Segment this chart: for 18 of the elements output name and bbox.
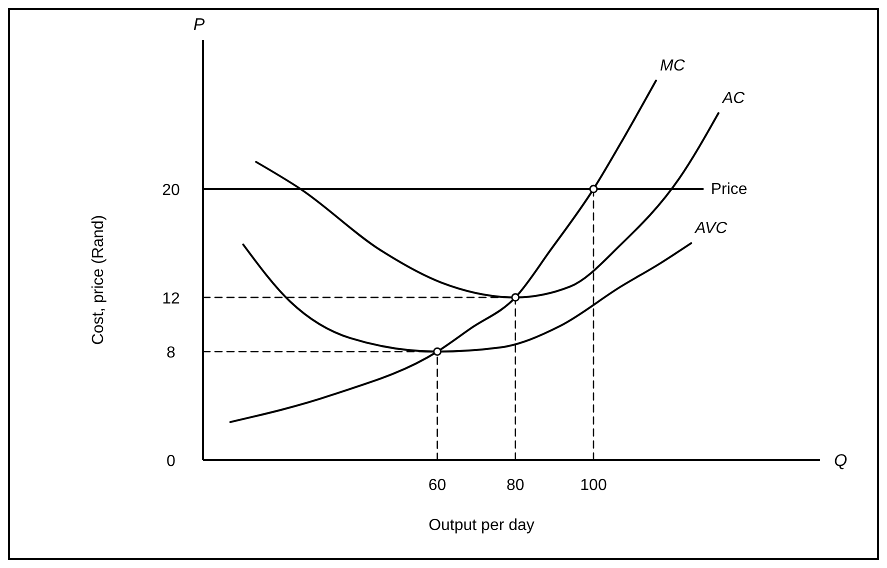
point [589,184,598,194]
x-axis-title: Output per day [428,517,534,534]
y-tick-label: 0 [166,453,176,470]
text: Q [834,451,848,470]
point [511,293,520,302]
y-tick-label: 20 [162,182,180,200]
x-tick-label: 100 [580,477,607,494]
x-tick-label: 80 [506,477,524,494]
y-axis-title: Cost, price (Rand) [90,215,107,345]
series-label: AC [721,90,746,108]
series-label: Price [710,181,748,198]
x-tick-label: 60 [428,477,446,494]
y-tick-label: 8 [166,344,176,362]
series-label: MC [660,58,686,75]
text: P [193,15,206,34]
point [433,347,442,356]
series-label: AVC [694,220,728,238]
y-tick-label: 12 [162,290,180,308]
